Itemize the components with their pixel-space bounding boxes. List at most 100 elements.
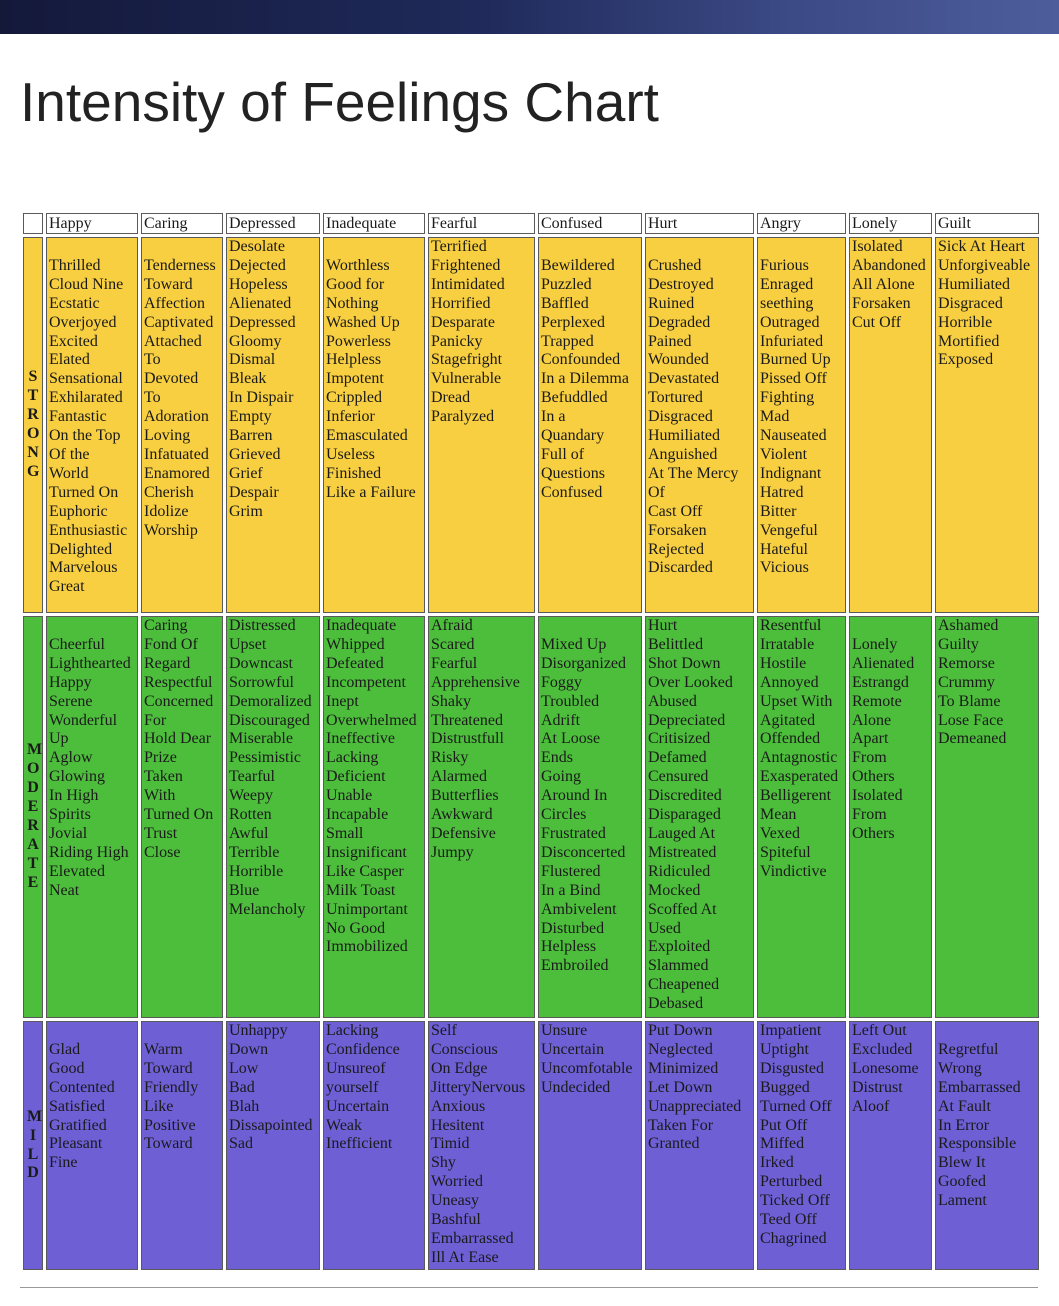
feeling-word: Vexed [760, 824, 800, 842]
feeling-word: Mistreated [648, 843, 717, 861]
feeling-word [541, 617, 641, 636]
feeling-word: Down [229, 1040, 269, 1058]
feeling-word: Exposed [938, 351, 994, 369]
feeling-word: Infuriated [760, 332, 824, 350]
feeling-word: Lacking [326, 749, 379, 767]
feeling-word: Disparaged [648, 806, 721, 824]
feeling-word: Devoted [144, 370, 199, 388]
feeling-word: Resentful [760, 617, 822, 634]
feeling-word: Pessimistic [229, 749, 302, 767]
feeling-word: Frightened [431, 256, 501, 274]
feeling-word: Undecided [541, 1078, 611, 1096]
feeling-word: Unforgiveable [938, 256, 1031, 274]
feeling-word: Uptight [760, 1040, 809, 1058]
feeling-word: At Fault [938, 1097, 991, 1115]
feeling-cell: Crushed Destroyed Ruined Degraded Pained Woun… [645, 237, 754, 613]
feeling-word: Depreciated [648, 711, 726, 729]
feeling-word: Trapped [541, 332, 594, 350]
feeling-word: Distressed [229, 617, 296, 634]
feeling-word: On Edge [431, 1059, 488, 1077]
feeling-word: Afraid [431, 617, 473, 634]
feeling-word: Hopeless [229, 275, 288, 293]
feeling-word: Inept [326, 692, 359, 710]
feeling-word: Marvelous [49, 559, 118, 577]
feeling-word: Caring [144, 617, 188, 634]
feeling-word: Isolated [852, 787, 903, 805]
feeling-word: Nauseated [760, 427, 827, 445]
feeling-word: Responsible [938, 1135, 1017, 1153]
feeling-word: Loving [144, 427, 191, 445]
feeling-word: Cheerful [49, 635, 105, 653]
feeling-word: Ill At Ease [431, 1248, 499, 1266]
feeling-cell: Self Conscious On Edge JitteryNervous Anxiou… [428, 1021, 535, 1270]
feeling-word: Jovial [49, 824, 88, 842]
feeling-word: Great [49, 578, 85, 596]
feeling-word: Remorse [938, 654, 995, 672]
feelings-table: Happy Caring Depressed Inadequate Fearfu… [20, 210, 1042, 1273]
feeling-word: Defeated [326, 654, 384, 672]
top-banner [0, 0, 1059, 34]
feeling-word: Toward [144, 1059, 193, 1077]
feeling-word: Respectful [144, 673, 213, 691]
feeling-word: Vengeful [760, 521, 818, 539]
feeling-word: Threatened [431, 711, 503, 729]
feeling-word: Debased [648, 995, 704, 1013]
feeling-word: Ticked Off [760, 1192, 830, 1210]
feeling-word: Perturbed [760, 1173, 823, 1191]
feeling-word: Horrible [229, 862, 284, 880]
feeling-word: Of [648, 483, 665, 501]
row-label: MILD [23, 1021, 43, 1270]
feeling-word: Questions [541, 464, 605, 482]
feeling-word: Adrift [541, 711, 581, 729]
feeling-word: Paralyzed [431, 408, 495, 426]
feeling-word: Serene [49, 692, 93, 710]
feeling-word: Washed Up [326, 313, 400, 331]
feeling-word: Circles [541, 806, 587, 824]
feeling-word: Horrified [431, 294, 491, 312]
feeling-word: Anxious [431, 1097, 486, 1115]
feeling-word: World [49, 464, 89, 482]
feeling-word: Good for [326, 275, 385, 293]
feeling-word: Vulnerable [431, 370, 502, 388]
feeling-cell: Lonely Alienated Estrangd Remote Alone Apart F… [849, 616, 932, 1018]
feeling-word: Rotten [229, 806, 272, 824]
feeling-word: To [144, 351, 161, 369]
feeling-word: Helpless [541, 938, 597, 956]
feeling-word: Gloomy [229, 332, 282, 350]
feeling-word: Minimized [648, 1059, 719, 1077]
feeling-word: Uncertain [326, 1097, 390, 1115]
feeling-word: Mean [760, 806, 797, 824]
feeling-word: Crippled [326, 389, 382, 407]
row-label: STRONG [23, 237, 43, 613]
feeling-word: Crushed [648, 256, 702, 274]
feeling-word [541, 238, 641, 257]
feeling-word: Defensive [431, 824, 496, 842]
feeling-word: Dissapointed [229, 1116, 313, 1134]
feeling-word: Belittled [648, 635, 704, 653]
feeling-word: Shy [431, 1154, 456, 1172]
page-title: Intensity of Feelings Chart [20, 71, 659, 133]
row-label-text: MILD [27, 1107, 43, 1182]
feeling-word: Terrified [431, 238, 487, 255]
feeling-word: Of the [49, 445, 90, 463]
feeling-word: Alienated [852, 654, 915, 672]
feeling-word: Friendly [144, 1078, 199, 1096]
feeling-word: Irked [760, 1154, 794, 1172]
feeling-word: Weepy [229, 787, 274, 805]
feeling-word: Worthless [326, 256, 390, 274]
feeling-word: Isolated [852, 238, 903, 255]
feeling-word: Demoralized [229, 692, 312, 710]
feeling-cell: Isolated Abandoned All Alone Forsaken Cut Of… [849, 237, 932, 613]
feeling-word: Good [49, 1059, 85, 1077]
feeling-word: Exploited [648, 938, 711, 956]
column-header: Happy [46, 213, 138, 234]
feeling-word: Lament [938, 1192, 987, 1210]
feeling-word: Teed Off [760, 1211, 817, 1229]
feeling-word: Inefficient [326, 1135, 393, 1153]
feeling-word [648, 238, 753, 257]
feeling-word: Low [229, 1059, 259, 1077]
feeling-word: Unhappy [229, 1022, 288, 1039]
feeling-word: Blah [229, 1097, 260, 1115]
feeling-word: Immobilized [326, 938, 408, 956]
feeling-word: In a Bind [541, 881, 601, 899]
